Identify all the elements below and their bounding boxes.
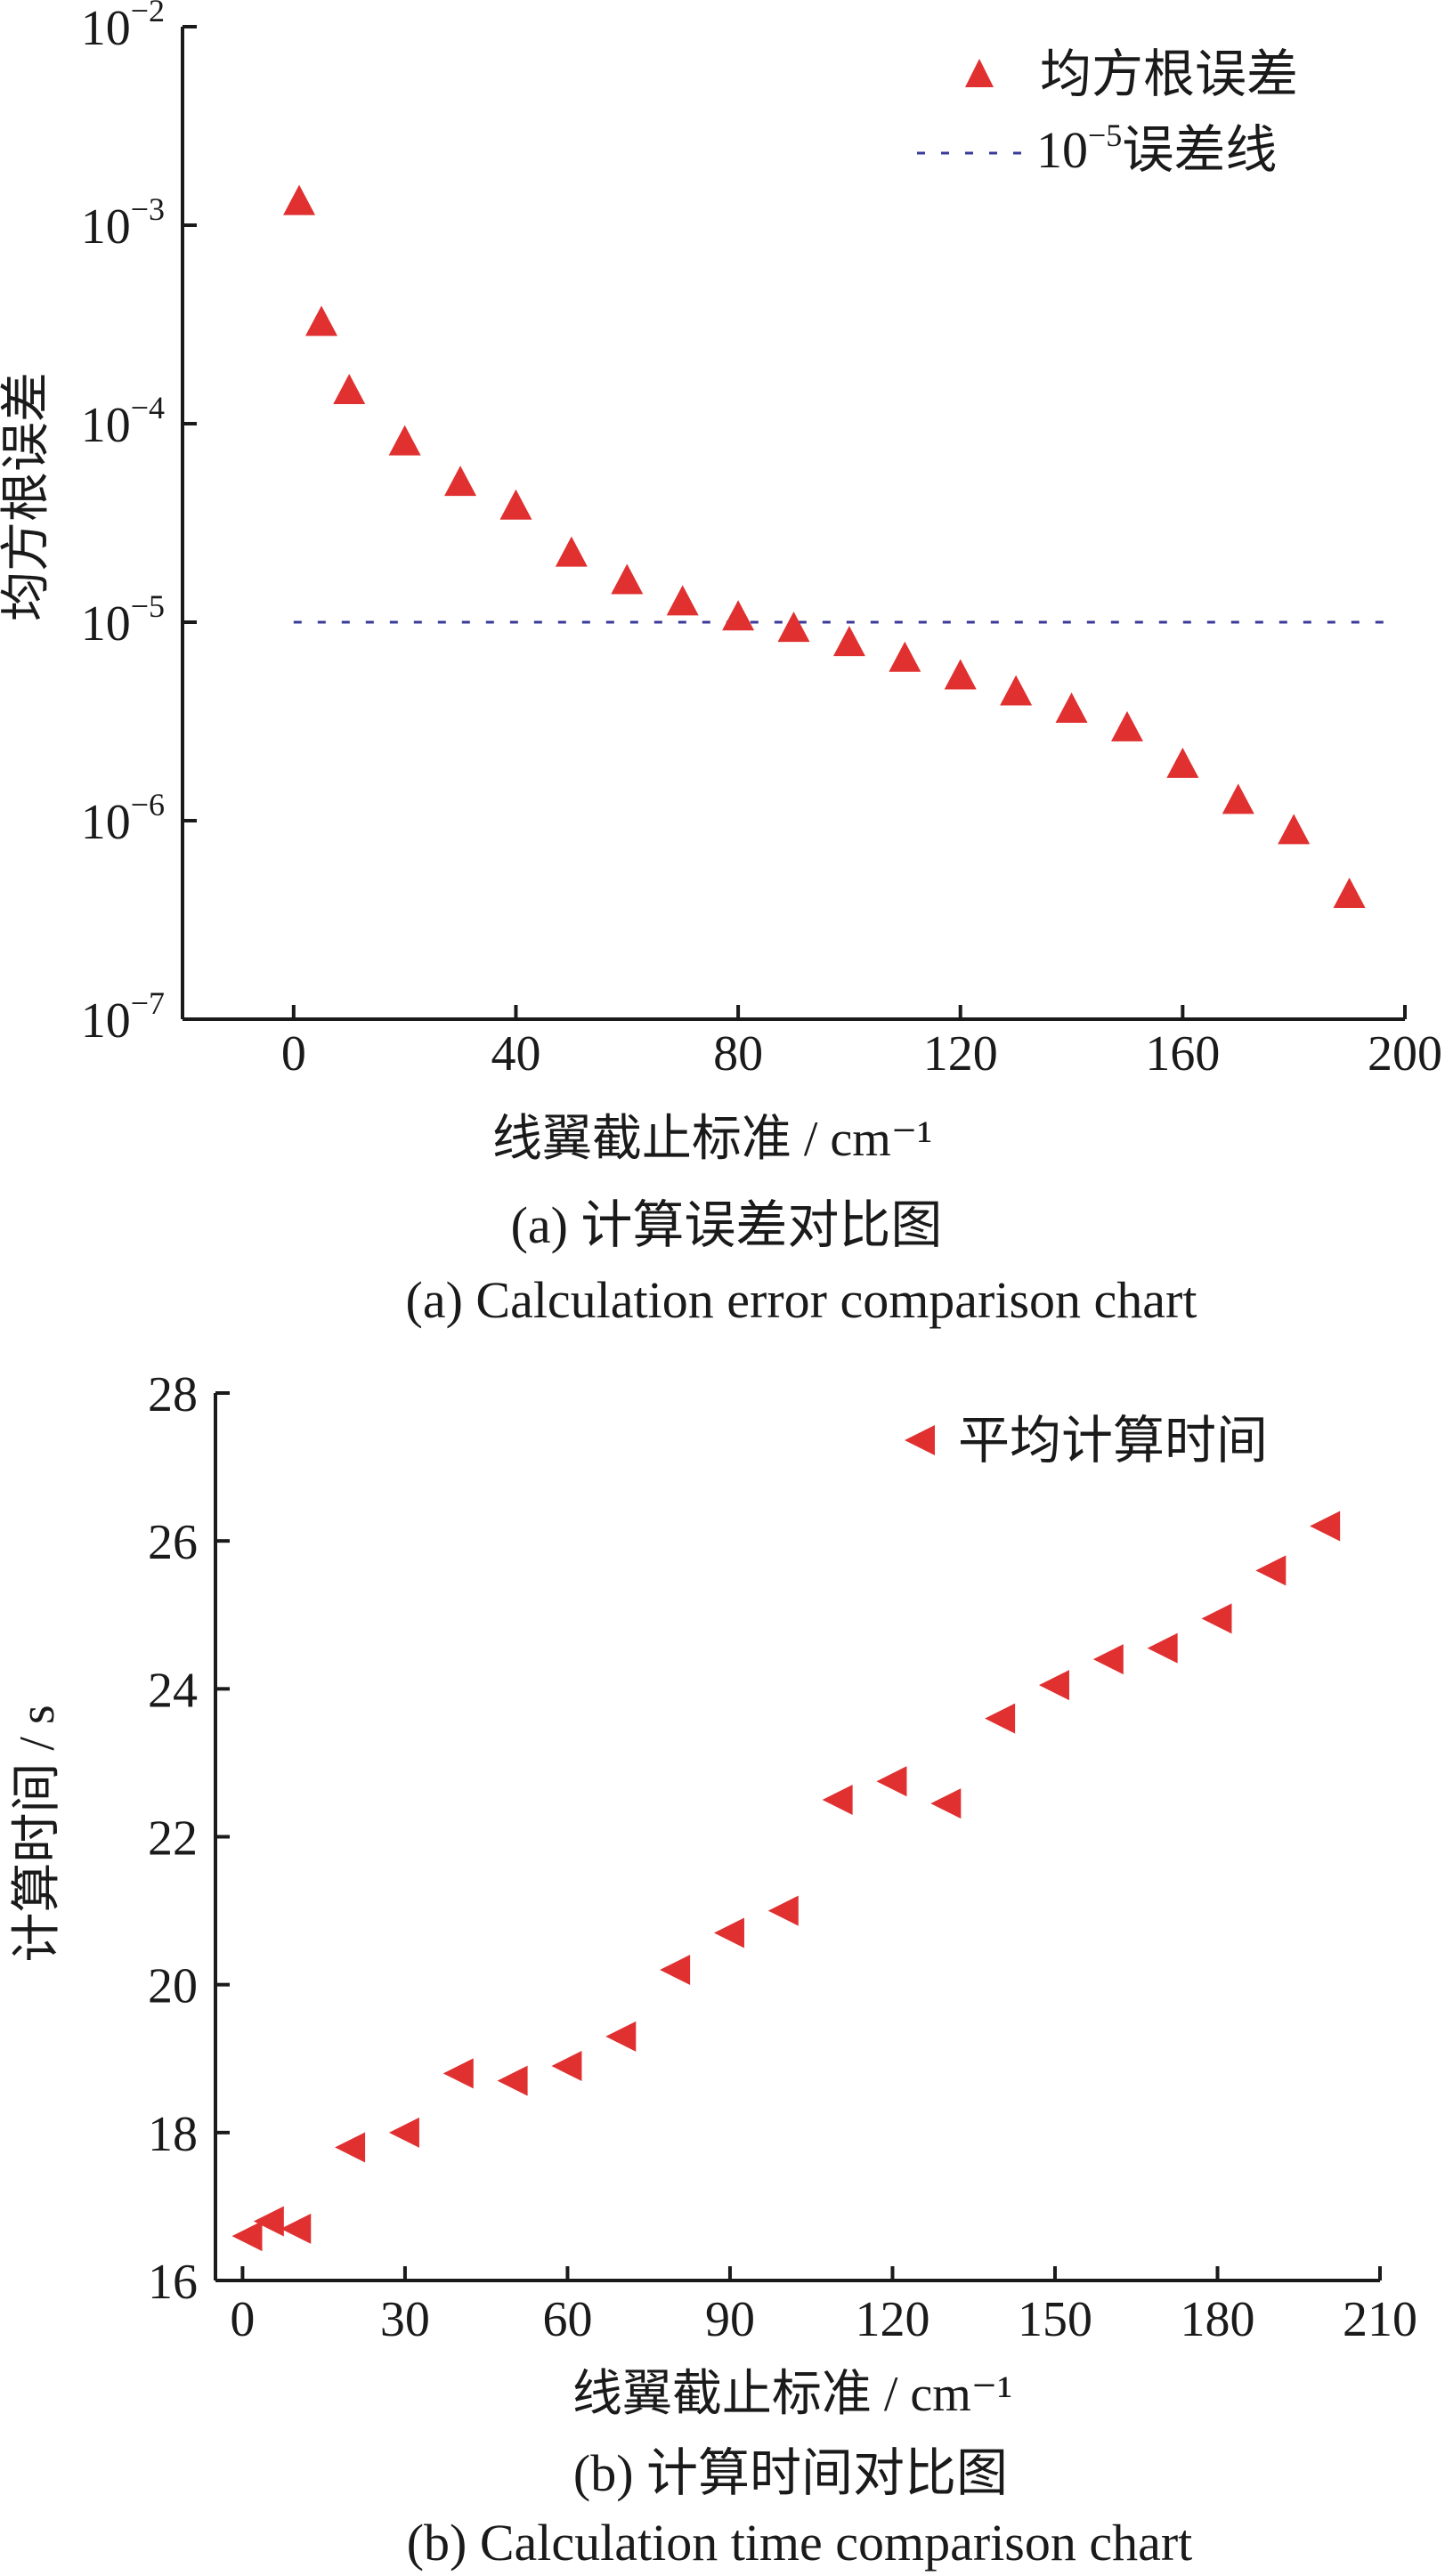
chart-b-data-point (985, 1703, 1016, 1734)
chart-b-data-point (1255, 1555, 1287, 1586)
chart-a-x-tick-label: 200 (1368, 1026, 1442, 1081)
chart-a-data-point (1333, 878, 1366, 909)
chart-a-data-point (499, 489, 532, 520)
chart-b-data-point (1310, 1511, 1341, 1542)
chart-b-x-axis-title: 线翼截止标准 / cm⁻¹ (572, 2367, 1012, 2422)
chart-a-y-tick-label: 10−5 (81, 588, 165, 652)
chart-b-data-point (1092, 1644, 1124, 1675)
chart-b-caption-zh: (b) 计算时间对比图 (573, 2444, 1008, 2502)
chart-b-data-point (1038, 1670, 1069, 1701)
chart-a-caption-zh: (a) 计算误差对比图 (511, 1196, 943, 1254)
chart-b-y-tick-label: 18 (148, 2107, 198, 2162)
chart-a-data-point (283, 184, 316, 215)
chart-a-y-tick-label: 10−4 (81, 390, 165, 453)
chart-a-data-point (444, 466, 477, 497)
chart-a-legend-reference-label: 10−5误差线 (1036, 117, 1277, 179)
chart-a-y-tick-label: 10−7 (81, 985, 165, 1049)
chart-a-y-tick-label: 10−3 (81, 191, 165, 255)
chart-a-x-tick-label: 160 (1145, 1026, 1220, 1081)
chart-a-data-point (555, 536, 588, 567)
chart-a-legend: 均方根误差 10−5误差线 (917, 45, 1298, 179)
chart-b-caption-en: (b) Calculation time comparison chart (407, 2514, 1193, 2572)
chart-b-data-point (767, 1895, 799, 1926)
chart-b-data-point (442, 2058, 474, 2089)
chart-a-data-point (1000, 675, 1033, 706)
chart-a-data-point (666, 585, 699, 616)
chart-a-data-point (333, 374, 366, 405)
chart-a-data-point (1222, 783, 1254, 814)
chart-b-x-tick-label: 210 (1343, 2292, 1417, 2347)
chart-b-data-point (388, 2117, 419, 2148)
chart-a-x-tick-label: 40 (491, 1026, 540, 1081)
chart-b-x-tick-label: 150 (1018, 2292, 1092, 2347)
chart-b-legend-series-label: 平均计算时间 (958, 1412, 1268, 1470)
chart-a-data-point (1166, 747, 1199, 778)
chart-b-x-tick-label: 0 (230, 2292, 255, 2347)
chart-b-y-axis-title: 计算时间 / s (10, 1705, 65, 1962)
chart-b-y-tick-label: 26 (148, 1515, 198, 1570)
chart-a-legend-series-label: 均方根误差 (1040, 45, 1298, 103)
chart-a-data-point (305, 305, 338, 336)
chart-b-data-point (551, 2051, 582, 2082)
chart-a-x-tick-label: 120 (923, 1026, 998, 1081)
chart-a-x-axis-title: 线翼截止标准 / cm⁻¹ (492, 1112, 932, 1167)
chart-b-data-point (876, 1766, 907, 1797)
chart-a-points (283, 184, 1366, 909)
chart-time-comparison: 16 18 20 22 24 26 28 0 30 60 90 120 150 180 210 计算时间 /… (10, 1367, 1417, 2572)
chart-error-comparison: 10−7 10−6 10−5 10−4 10−3 10−2 0 40 80 120 160 200 均… (0, 0, 1442, 1329)
chart-a-y-axis-title: 均方根误差 (0, 372, 54, 621)
chart-a-axes (181, 27, 1405, 1021)
chart-b-legend: 平均计算时间 (905, 1412, 1268, 1470)
chart-b-axes (214, 1393, 1380, 2282)
chart-b-data-point (231, 2221, 263, 2252)
chart-a-data-point (777, 612, 810, 643)
chart-b-y-tick-label: 20 (148, 1959, 198, 2014)
chart-a-data-point (832, 626, 865, 657)
chart-a-ticks: 10−7 10−6 10−5 10−4 10−3 10−2 0 40 80 120 160 200 (81, 0, 1442, 1081)
chart-b-data-point (1201, 1603, 1232, 1634)
chart-b-y-tick-label: 16 (148, 2255, 198, 2310)
chart-b-points (231, 1511, 1341, 2252)
chart-a-y-tick-label: 10−2 (81, 0, 165, 56)
chart-a-data-point (889, 641, 921, 672)
chart-a-data-point (722, 600, 755, 631)
chart-a-x-tick-label: 80 (713, 1026, 763, 1081)
chart-a-data-point (1278, 814, 1311, 845)
chart-b-y-tick-label: 22 (148, 1811, 198, 1867)
chart-b-data-point (605, 2021, 637, 2052)
chart-b-x-tick-label: 180 (1180, 2292, 1254, 2347)
chart-b-x-tick-label: 60 (542, 2292, 592, 2347)
chart-b-data-point (822, 1784, 853, 1815)
chart-a-data-point (1055, 692, 1088, 723)
chart-b-x-tick-label: 30 (380, 2292, 430, 2347)
legend-triangle-left-icon (905, 1425, 935, 1455)
chart-a-caption-en: (a) Calculation error comparison chart (406, 1271, 1197, 1329)
chart-b-data-point (1147, 1632, 1178, 1664)
chart-b-x-tick-label: 90 (705, 2292, 755, 2347)
chart-a-data-point (611, 563, 644, 595)
chart-a-y-tick-label: 10−6 (81, 787, 165, 850)
chart-b-data-point (497, 2065, 528, 2096)
chart-b-data-point (253, 2206, 284, 2237)
chart-b-data-point (280, 2213, 312, 2244)
chart-b-data-point (713, 1917, 744, 1948)
chart-b-ticks: 16 18 20 22 24 26 28 0 30 60 90 120 150 180 210 (148, 1367, 1417, 2347)
chart-a-data-point (944, 659, 977, 690)
chart-b-y-tick-label: 28 (148, 1367, 198, 1422)
chart-b-data-point (335, 2132, 366, 2163)
chart-a-x-tick-label: 0 (281, 1026, 306, 1081)
chart-a-data-point (1110, 710, 1143, 741)
chart-b-x-tick-label: 120 (855, 2292, 929, 2347)
chart-b-data-point (930, 1788, 962, 1819)
legend-triangle-up-icon (965, 59, 994, 87)
chart-b-data-point (660, 1955, 691, 1986)
chart-b-y-tick-label: 24 (148, 1663, 198, 1718)
chart-a-data-point (388, 425, 421, 456)
